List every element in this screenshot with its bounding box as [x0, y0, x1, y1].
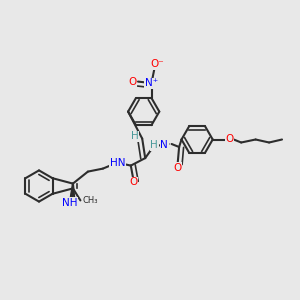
Text: N: N	[160, 140, 168, 150]
Text: O: O	[130, 177, 138, 187]
Text: N⁺: N⁺	[145, 78, 158, 88]
Text: CH₃: CH₃	[83, 196, 98, 205]
Text: H: H	[150, 140, 158, 151]
Text: NH: NH	[62, 198, 78, 208]
Text: O: O	[226, 134, 234, 145]
Text: O: O	[128, 76, 137, 87]
Text: O: O	[173, 163, 182, 173]
Text: H: H	[131, 131, 139, 141]
Text: O⁻: O⁻	[151, 59, 164, 70]
Text: HN: HN	[110, 158, 125, 168]
